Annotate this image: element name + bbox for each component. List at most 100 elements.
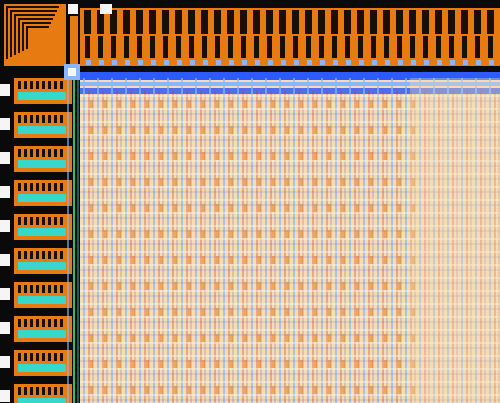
top-pad-slot: [175, 10, 182, 34]
top-pad-slot: [396, 10, 403, 34]
core-cell: [132, 360, 135, 368]
core-cell: [286, 360, 289, 368]
core-cell: [328, 308, 331, 316]
core-cell: [258, 100, 261, 108]
core-cell: [328, 360, 331, 368]
left-pad-slot: [24, 217, 27, 225]
left-pad-slot: [24, 387, 27, 395]
core-cell: [398, 100, 401, 108]
core-cell: [314, 152, 317, 160]
top-pad-slot-lower: [98, 36, 103, 58]
top-pad-slot-lower: [384, 36, 389, 58]
corner-junction-inner: [68, 68, 76, 76]
left-pad-slot: [30, 285, 33, 293]
core-cell: [356, 100, 359, 108]
core-cell: [90, 282, 93, 290]
left-pad-slot: [36, 319, 39, 327]
top-pad-slot: [409, 10, 416, 34]
top-pad-via: [450, 60, 455, 65]
core-cell: [412, 308, 415, 316]
core-cell: [230, 256, 233, 264]
top-pad-slot-lower: [293, 36, 298, 58]
core-cell: [258, 282, 261, 290]
left-pad-slot: [48, 217, 51, 225]
left-pad-slot: [54, 319, 57, 327]
core-cell: [118, 204, 121, 212]
core-cell: [272, 152, 275, 160]
core-cell: [132, 230, 135, 238]
core-cell: [174, 386, 177, 394]
core-cell: [342, 204, 345, 212]
core-cell: [300, 386, 303, 394]
corner-stripe-h: [18, 18, 53, 20]
core-cell: [202, 100, 205, 108]
core-cell: [272, 126, 275, 134]
core-cell: [146, 334, 149, 342]
core-cell: [398, 308, 401, 316]
core-cell: [216, 204, 219, 212]
top-pad-slot-lower: [241, 36, 246, 58]
core-cell: [398, 152, 401, 160]
top-pad-slot-lower: [111, 36, 116, 58]
left-pad-marker: [0, 356, 10, 368]
left-pad-marker: [0, 390, 10, 402]
core-cell: [384, 308, 387, 316]
core-cell: [356, 334, 359, 342]
core-cell: [272, 204, 275, 212]
core-cell: [118, 152, 121, 160]
core-cell: [174, 256, 177, 264]
core-cell: [370, 256, 373, 264]
left-pad-slot: [36, 183, 39, 191]
corner-stripe-v: [10, 10, 12, 57]
core-cell: [174, 152, 177, 160]
core-cell: [384, 334, 387, 342]
top-pad-slot-lower: [163, 36, 168, 58]
core-cell: [104, 126, 107, 134]
top-pad-slot-lower: [215, 36, 220, 58]
top-pad-via: [138, 60, 143, 65]
core-cell: [342, 308, 345, 316]
core-cell: [244, 386, 247, 394]
top-pad-slot-lower: [254, 36, 259, 58]
core-cell: [314, 360, 317, 368]
core-cell: [342, 178, 345, 186]
core-cell: [244, 308, 247, 316]
core-cell: [328, 282, 331, 290]
top-pad-slot-lower: [345, 36, 350, 58]
top-pad-slot: [461, 10, 468, 34]
core-cell: [272, 334, 275, 342]
core-cell: [202, 308, 205, 316]
core-cell: [258, 256, 261, 264]
core-cell: [104, 230, 107, 238]
core-cell: [412, 386, 415, 394]
core-cell: [90, 178, 93, 186]
core-cell: [314, 230, 317, 238]
core-cell: [90, 230, 93, 238]
top-pad-slot: [435, 10, 442, 34]
core-cell: [90, 386, 93, 394]
top-pad-via: [86, 60, 91, 65]
left-pad-slot: [24, 285, 27, 293]
core-cell: [314, 282, 317, 290]
left-pad-slot: [30, 81, 33, 89]
left-pad-slot: [18, 217, 21, 225]
corner-stripe-h: [6, 6, 59, 8]
core-cell: [286, 282, 289, 290]
top-pad-via: [398, 60, 403, 65]
core-cell: [146, 126, 149, 134]
left-pad-slot: [30, 183, 33, 191]
core-cell: [272, 100, 275, 108]
core-cell: [356, 204, 359, 212]
core-cell: [230, 360, 233, 368]
left-pad-cyan: [18, 160, 66, 168]
left-pad-slot: [18, 353, 21, 361]
core-cell: [286, 308, 289, 316]
left-pad-marker: [0, 84, 10, 96]
core-cell: [216, 308, 219, 316]
top-pad-via: [177, 60, 182, 65]
core-cell: [230, 204, 233, 212]
core-cell: [174, 282, 177, 290]
left-pad-slot: [48, 183, 51, 191]
core-cell: [356, 256, 359, 264]
left-pad-cyan: [18, 92, 66, 100]
